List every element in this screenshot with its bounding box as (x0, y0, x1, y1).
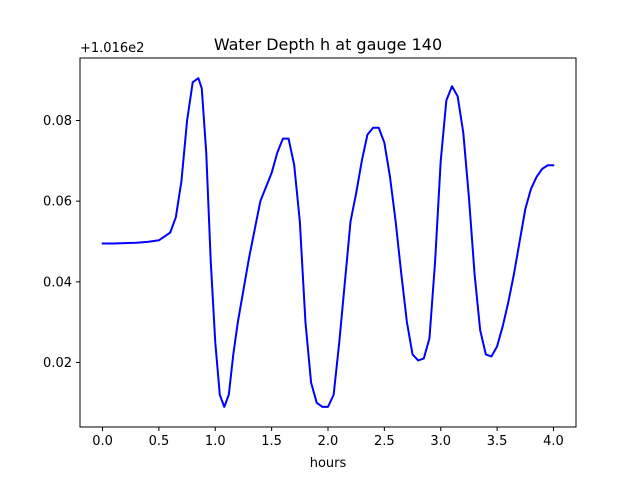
x-tick-label: 3.5 (487, 434, 508, 449)
y-tick-label: 0.04 (43, 275, 72, 290)
chart-title: Water Depth h at gauge 140 (214, 35, 442, 54)
x-tick-label: 1.0 (205, 434, 226, 449)
x-tick-label: 3.0 (430, 434, 451, 449)
x-tick-label: 0.0 (92, 434, 113, 449)
y-offset-label: +1.016e2 (80, 41, 144, 56)
x-tick-label: 2.0 (318, 434, 339, 449)
y-tick-label: 0.02 (43, 356, 72, 371)
y-tick-label: 0.08 (43, 114, 72, 129)
x-tick-label: 2.5 (374, 434, 395, 449)
x-tick-label: 4.0 (543, 434, 564, 449)
y-tick-label: 0.06 (43, 195, 72, 210)
x-axis-label: hours (310, 456, 347, 471)
plot-area: 0.0 0.5 1.0 1.5 2.0 2.5 3.0 3.5 4.0 0.02 0.04 0.06 0… (43, 57, 577, 449)
x-tick-label: 1.5 (261, 434, 282, 449)
series-line-0 (101, 77, 555, 408)
x-tick-label: 0.5 (149, 434, 170, 449)
